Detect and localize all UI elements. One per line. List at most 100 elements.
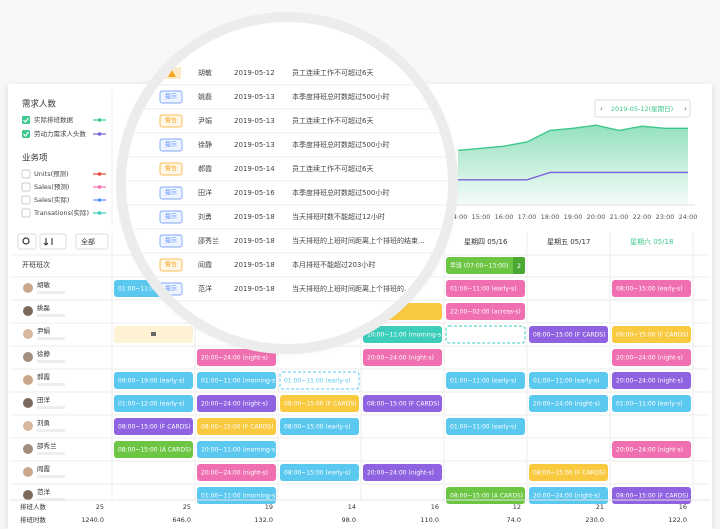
alert-message: 员工连续工作不可超过6天 <box>292 164 373 173</box>
alert-tag-text: 警告 <box>165 117 177 125</box>
legend-dot <box>97 185 102 189</box>
alert-message: 当天排班的上班时间距离上个排班的结束... <box>292 236 425 245</box>
sub-info <box>37 314 65 317</box>
date-nav[interactable] <box>594 99 691 118</box>
shift-block[interactable] <box>612 395 691 412</box>
lock-icon <box>151 332 156 336</box>
alert-name: 阎霞 <box>198 260 212 269</box>
shift-block[interactable] <box>529 395 608 412</box>
shift-text: 01:00~11:00 (early-s) <box>118 286 184 293</box>
shift-block[interactable] <box>446 303 525 320</box>
shift-block[interactable] <box>612 349 691 366</box>
checkbox[interactable] <box>21 182 31 192</box>
shift-block[interactable] <box>612 441 691 458</box>
alert-tag-text: 提示 <box>165 285 177 293</box>
shift-block[interactable] <box>197 441 276 458</box>
shift-text: 08:00~15:00 (F CARDS) <box>533 332 605 339</box>
shift-block[interactable] <box>363 395 442 412</box>
shift-block[interactable] <box>363 349 442 366</box>
filter-select[interactable] <box>75 233 109 250</box>
shift-block[interactable] <box>280 418 359 435</box>
footer-label: 排班人数 <box>20 502 47 511</box>
shift-block[interactable] <box>363 326 442 343</box>
sort-button[interactable] <box>39 233 67 250</box>
shift-block[interactable] <box>363 464 442 481</box>
shift-text: 08:00~15:00 (F CARDS) <box>118 424 190 431</box>
employee-name: 邵秀兰 <box>37 441 57 450</box>
avatar <box>23 306 33 316</box>
shift-block[interactable] <box>114 395 193 412</box>
alert-tag <box>159 138 183 152</box>
shift-text: 08:00~15:00 (A CARDS) <box>118 447 191 454</box>
alert-name: 邵秀兰 <box>198 236 219 245</box>
sub-info <box>37 406 65 409</box>
count-badge <box>513 257 525 274</box>
checkbox[interactable] <box>21 208 31 218</box>
alert-message: 本季度排班总时数超过500小时 <box>292 92 389 101</box>
checkbox[interactable] <box>21 169 31 179</box>
shift-block[interactable] <box>197 418 276 435</box>
alert-date: 2019-05-13 <box>234 117 275 125</box>
sub-info <box>37 452 65 455</box>
checkbox-label: Sales(预测) <box>34 182 69 191</box>
shift-text: 09:00~19:00 (early-s) <box>118 378 184 385</box>
hours: 230.0 <box>585 516 604 524</box>
shift-block[interactable] <box>114 441 193 458</box>
headcount: 25 <box>96 503 104 511</box>
shift-block[interactable] <box>529 372 608 389</box>
day-header: 星期四 05/16 <box>464 238 508 246</box>
shift-block[interactable] <box>197 395 276 412</box>
alert-tag-text: 提示 <box>165 213 177 221</box>
shift-text: 20:00~24:00 (night-s) <box>616 447 683 454</box>
checkbox[interactable] <box>22 116 30 124</box>
sub-info <box>37 429 65 432</box>
alert-date: 2019-05-18 <box>234 213 275 221</box>
sub-info <box>37 383 65 386</box>
shift-text: 20:00~24:00 (night-s) <box>616 355 683 362</box>
shift-block[interactable] <box>280 464 359 481</box>
x-tick-label: 23:00 <box>656 213 675 221</box>
alert-tag <box>159 258 183 272</box>
search-icon <box>22 237 30 245</box>
shift-text: 08:00~15:00 (F CARDS) <box>616 493 688 500</box>
alert-tag <box>159 186 183 200</box>
legend-dot <box>97 198 102 202</box>
shift-block[interactable] <box>612 280 691 297</box>
sub-info <box>37 360 65 363</box>
shift-block[interactable] <box>529 326 608 343</box>
shift-text: 08:00~15:00 (F CARDS) <box>533 470 605 477</box>
shift-block[interactable] <box>114 372 193 389</box>
legend-dot <box>97 132 102 136</box>
nav-arrow: ‹ <box>600 105 603 113</box>
checkbox[interactable] <box>22 130 30 138</box>
avatar <box>23 421 33 431</box>
checkbox[interactable] <box>21 195 31 205</box>
shift-block[interactable] <box>612 372 691 389</box>
shift-block[interactable] <box>279 371 360 390</box>
shift-block[interactable] <box>197 464 276 481</box>
shift-block[interactable] <box>612 326 691 343</box>
shift-text: 01:00~11:00 (morning-s) <box>201 493 277 500</box>
shift-block[interactable] <box>197 349 276 366</box>
shift-block[interactable] <box>529 464 608 481</box>
shift-text: 01:00~11:00 (early-s) <box>450 424 516 431</box>
shift-block[interactable] <box>445 325 526 344</box>
shift-block[interactable] <box>114 418 193 435</box>
x-tick-label: 17:00 <box>518 213 537 221</box>
day-header: 星期六 05/18 <box>630 237 673 246</box>
alert-date: 2019-05-18 <box>234 237 275 245</box>
shift-block[interactable] <box>197 372 276 389</box>
hours: 646.0 <box>172 516 191 524</box>
shift-block[interactable] <box>446 372 525 389</box>
shift-block[interactable] <box>280 395 359 412</box>
alert-name: 徐静 <box>198 140 212 149</box>
shift-text: 20:00~24:00 (night-s) <box>201 355 268 362</box>
shift-block[interactable] <box>446 418 525 435</box>
shift-block[interactable] <box>446 257 525 274</box>
search-button[interactable] <box>17 233 37 250</box>
area <box>458 125 688 205</box>
shift-block[interactable] <box>446 280 525 297</box>
shift-text: 01:00~11:00 (early-s) <box>450 378 516 385</box>
headcount: 16 <box>431 503 439 511</box>
